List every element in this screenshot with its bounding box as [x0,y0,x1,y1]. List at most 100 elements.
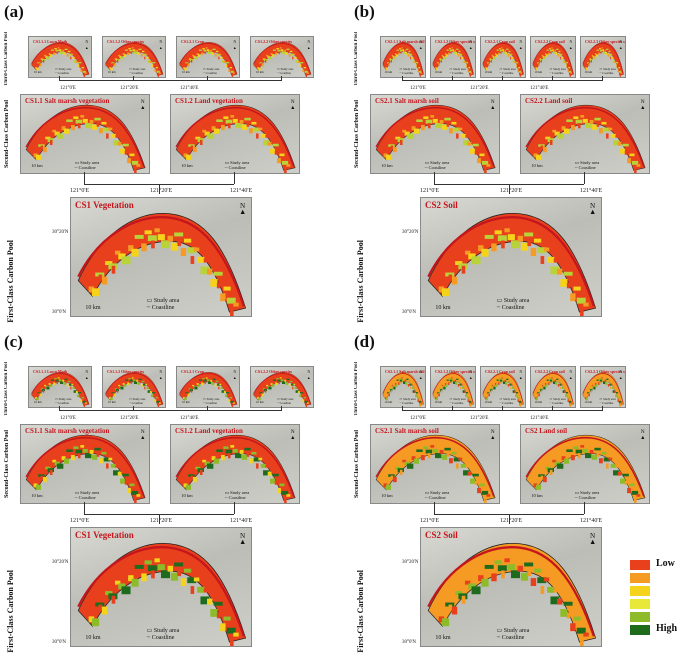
carbon-patch [596,122,600,127]
carbon-patch [430,115,435,118]
carbon-patch [92,124,98,130]
lon-label: 121°20'E [150,518,173,524]
carbon-patch [131,490,139,495]
carbon-patch [607,53,610,57]
carbon-patch [477,487,481,494]
carbon-patch [620,478,626,484]
carbon-patch [614,60,616,63]
carbon-patch [137,569,142,575]
panel-d: (d) Third-Class Carbon Pool Second-Class C… [350,330,700,659]
carbon-patch [552,129,557,133]
carbon-patch [112,392,114,395]
carbon-patch [537,577,547,584]
carbon-patch [44,384,47,387]
carbon-patch [570,623,576,632]
north-label: N [159,370,163,375]
carbon-patch [627,157,631,164]
carbon-patch [157,404,160,407]
carbon-patch [402,459,407,463]
carbon-patch [436,67,438,71]
carbon-patch [449,458,453,464]
carbon-patch [587,392,589,395]
carbon-patch [617,399,619,402]
coastal-strip [31,42,90,77]
carbon-patch [634,168,637,173]
carbon-patch [438,393,440,397]
carbon-patch [553,51,556,54]
coastline-swatch: ┄ [224,164,229,170]
carbon-patch [61,126,66,131]
north-label: N [307,370,311,375]
carbon-patch [44,54,47,57]
carbon-patch [503,47,505,49]
carbon-patch [560,386,562,390]
carbon-patch [479,153,485,157]
connector [234,502,235,514]
carbon-patch [83,74,86,77]
legend-coastline: ┄ Coastline [75,165,100,170]
carbon-patch [439,449,444,454]
carbon-patch [456,48,459,51]
connector [552,406,553,411]
carbon-patch [108,127,113,131]
carbon-patch [246,122,250,127]
carbon-patch [561,56,564,59]
carbon-patch [399,379,402,382]
north-arrow-icon: N ▲ [85,369,89,381]
carbon-patch [297,60,300,63]
carbon-patch [415,392,419,394]
north-arrow-icon: N ▲ [469,39,473,51]
carbon-patch [218,56,220,60]
carbon-patch [610,386,612,390]
carbon-patch [143,383,147,386]
carbon-patch [68,122,72,127]
carbon-patch [496,379,499,381]
carbon-patch [140,53,143,57]
carbon-patch [280,379,284,382]
carbon-patch [547,586,555,593]
carbon-patch [81,397,84,399]
carbon-patch [570,402,572,404]
north-arrow-icon: N ▲ [290,429,295,441]
carbon-patch [570,72,572,74]
carbon-patch [141,380,145,383]
carbon-patch [281,160,289,165]
carbon-patch [448,47,451,50]
coastline [427,546,595,637]
carbon-patch [395,136,401,140]
carbon-patch [443,386,446,390]
carbon-patch [546,49,549,51]
map-title: CS2.2.2 Crop soil [535,369,565,374]
coastline-swatch: ┄ [129,400,132,405]
carbon-patch [610,56,612,60]
small-map: CS2.2.2 Crop soil N ▲ ▭ Study area ┄ Coastli… [530,36,576,78]
carbon-patch [216,119,223,123]
map-legend: ▭ Study area ┄ Coastline [575,490,600,501]
carbon-patch [542,146,547,153]
connector [84,172,85,184]
carbon-patch [145,383,148,386]
carbon-patch [484,66,486,68]
carbon-patch [501,47,503,49]
carbon-patch [201,382,204,386]
north-arrow-glyph: ▲ [469,46,473,51]
carbon-patch [407,51,408,54]
carbon-patch [197,256,205,263]
coastline [375,436,495,497]
carbon-patch [540,256,545,264]
carbon-patch [533,153,538,158]
carbon-patch [77,123,81,129]
carbon-patch [553,377,555,379]
carbon-patch [461,265,466,274]
study-area-swatch: ▭ [499,397,504,402]
carbon-patch [465,64,467,68]
carbon-patch [511,386,514,389]
carbon-patch [495,384,498,387]
coastline-swatch: ┄ [74,164,79,170]
carbon-patch [35,66,37,69]
legend-coastline: ┄ Coastline [599,401,615,406]
map-title: CS1.2.1 Crop [181,39,204,44]
carbon-patch [155,397,158,399]
carbon-patch [188,58,192,60]
carbon-patch [79,395,81,398]
